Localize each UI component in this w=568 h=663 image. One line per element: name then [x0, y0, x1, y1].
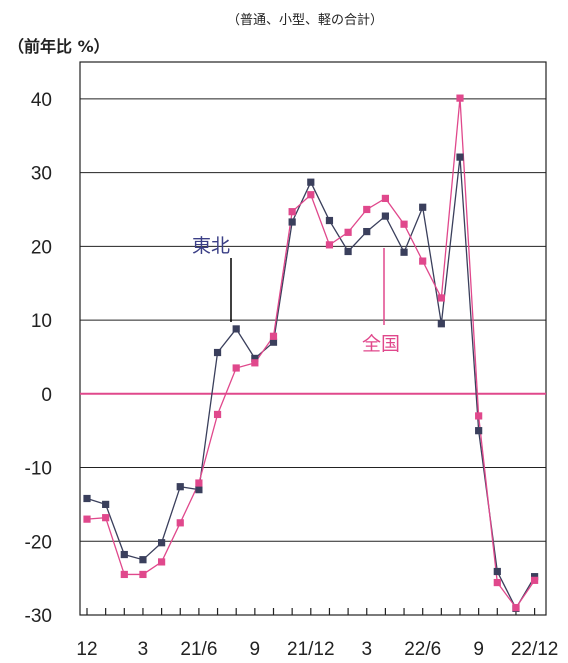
data-point-1: [195, 479, 203, 487]
y-tick-label: -10: [25, 459, 52, 480]
series-group: [83, 94, 539, 612]
data-point-0: [531, 573, 539, 581]
data-point-0: [251, 354, 259, 363]
data-point-0: [139, 556, 147, 564]
data-point-0: [307, 178, 315, 186]
grid-lines: [80, 98, 546, 615]
y-tick-label: -30: [25, 606, 52, 627]
y-tick-label: 10: [31, 311, 52, 332]
data-point-1: [232, 364, 240, 372]
data-point-1: [419, 257, 427, 265]
data-point-1: [344, 228, 352, 236]
data-point-0: [213, 348, 222, 357]
data-point-0: [288, 218, 296, 226]
data-point-1: [139, 570, 147, 579]
data-point-0: [363, 227, 371, 236]
data-point-1: [307, 191, 315, 199]
data-point-1: [120, 570, 128, 579]
series-line-1: [86, 98, 536, 609]
data-point-0: [102, 500, 110, 508]
x-tick-label: 22/12: [511, 639, 559, 660]
y-tick-label: -20: [25, 532, 52, 553]
data-point-1: [363, 205, 371, 214]
data-point-0: [120, 550, 128, 559]
data-point-0: [269, 338, 278, 346]
data-point-1: [176, 519, 184, 527]
data-point-1: [83, 515, 91, 523]
y-tick-label: 0: [41, 385, 52, 406]
x-tick-label: 12: [76, 639, 97, 660]
data-point-1: [269, 332, 278, 340]
x-tick-label: 21/6: [180, 639, 217, 660]
data-point-1: [437, 294, 445, 302]
data-point-1: [213, 410, 222, 419]
y-axis-label: （前年比 %）: [8, 37, 110, 56]
data-point-1: [158, 558, 166, 566]
x-tick-label: 3: [138, 639, 149, 660]
y-tick-label: 40: [31, 90, 52, 111]
data-point-1: [456, 94, 464, 102]
data-point-0: [344, 247, 352, 256]
data-point-0: [325, 216, 334, 225]
data-point-1: [381, 194, 389, 203]
data-point-0: [493, 567, 501, 576]
data-point-0: [176, 483, 184, 491]
data-point-1: [251, 359, 259, 367]
data-point-0: [232, 325, 240, 333]
data-point-0: [381, 212, 389, 220]
series-label-tohoku: 東北: [192, 235, 230, 257]
x-tick-labels: 12 3 21/6 9 21/12 3 22/6 9 22/12: [76, 639, 558, 660]
data-point-1: [512, 604, 520, 612]
data-point-0: [419, 203, 427, 211]
plot-area: [79, 61, 547, 616]
data-point-0: [437, 320, 445, 328]
data-point-0: [400, 248, 408, 256]
x-tick-label: 3: [361, 639, 372, 660]
data-point-1: [325, 241, 334, 249]
y-tick-label: 30: [31, 164, 52, 185]
y-tick-labels: 40 30 20 10 0 -10 -20 -30: [25, 90, 52, 627]
data-point-1: [102, 514, 110, 522]
data-point-0: [475, 427, 483, 435]
data-point-1: [475, 412, 483, 420]
data-point-0: [195, 486, 203, 494]
data-point-1: [493, 578, 501, 587]
data-point-1: [400, 220, 408, 228]
x-tick-label: 22/6: [404, 639, 441, 660]
data-point-0: [158, 539, 166, 547]
x-tick-label: 21/12: [287, 639, 335, 660]
chart-title: （普通、小型、軽の合計）: [227, 12, 383, 28]
y-tick-label: 20: [31, 237, 52, 258]
data-point-0: [456, 153, 464, 161]
x-tick-label: 9: [250, 639, 261, 660]
data-point-0: [83, 494, 91, 503]
x-tick-label: 9: [473, 639, 484, 660]
series-label-zenkoku: 全国: [362, 333, 400, 355]
data-point-1: [531, 576, 539, 584]
data-point-1: [288, 208, 296, 216]
